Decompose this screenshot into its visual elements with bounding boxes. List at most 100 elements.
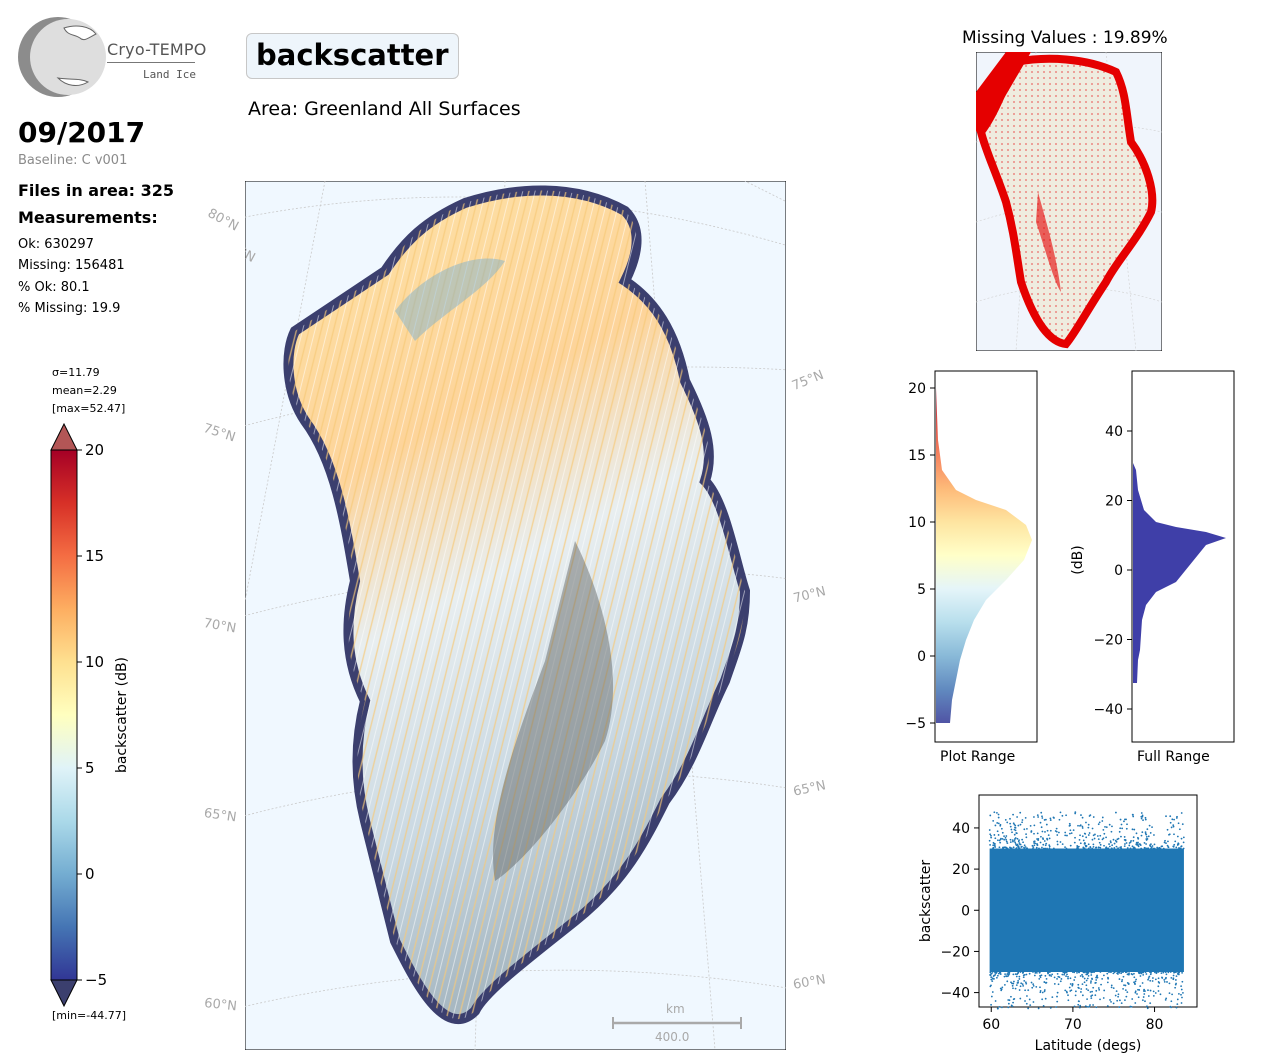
scatter-point bbox=[1112, 838, 1115, 841]
scatter-point bbox=[1040, 811, 1043, 814]
scatter-point bbox=[1127, 982, 1130, 985]
scatter-point bbox=[993, 834, 996, 836]
scatter-point bbox=[1040, 974, 1043, 977]
scatter-point bbox=[1139, 971, 1142, 974]
scatter-point bbox=[999, 973, 1002, 975]
scatter-density-core bbox=[989, 848, 1184, 973]
scatter-point bbox=[1001, 837, 1004, 840]
scatter-point bbox=[1168, 992, 1171, 995]
scatter-point bbox=[1014, 973, 1017, 976]
scatter-point bbox=[1090, 974, 1093, 976]
scatter-point bbox=[1125, 818, 1127, 821]
scatter-point bbox=[1022, 976, 1025, 979]
scatter-point bbox=[1120, 980, 1123, 983]
scatter-point bbox=[1116, 999, 1119, 1002]
files-count: Files in area: 325 bbox=[18, 181, 174, 200]
scatter-point bbox=[989, 844, 991, 846]
scatter-point bbox=[1066, 991, 1068, 994]
scatter-point bbox=[1060, 978, 1063, 980]
scatter-point bbox=[1059, 811, 1062, 814]
scatter-point bbox=[1164, 998, 1167, 1001]
scatter-point bbox=[1126, 823, 1128, 826]
scatter-point bbox=[1071, 982, 1074, 985]
scatter-point bbox=[1090, 980, 1092, 983]
scatter-point bbox=[989, 971, 992, 974]
logo-title: Cryo-TEMPO bbox=[107, 40, 207, 59]
scatter-point bbox=[1120, 846, 1123, 848]
scatter-point bbox=[1025, 833, 1027, 836]
scatter-point bbox=[1117, 971, 1119, 974]
scatter-point bbox=[1107, 847, 1110, 850]
scatter-ticks: 60 70 80 40 20 0 −20 −40 bbox=[940, 821, 1163, 1033]
scatter-point bbox=[1127, 973, 1130, 976]
scatter-point bbox=[1087, 834, 1090, 836]
scatter-point bbox=[1074, 994, 1077, 997]
scatter-point bbox=[1134, 990, 1137, 993]
scatter-point bbox=[1039, 974, 1041, 977]
scatter-point bbox=[1108, 971, 1110, 974]
scatter-point bbox=[1067, 977, 1069, 980]
scatter-point bbox=[1170, 976, 1173, 979]
scatter-point bbox=[1086, 998, 1088, 1000]
scatter-point bbox=[1112, 1002, 1115, 1005]
scatter-point bbox=[1139, 975, 1142, 977]
scatter-point bbox=[1065, 814, 1068, 817]
scatter-point bbox=[1068, 986, 1071, 989]
scatter-point bbox=[1140, 971, 1143, 974]
scatter-point bbox=[1087, 989, 1090, 992]
missing-values-map[interactable] bbox=[976, 52, 1162, 351]
scatter-point bbox=[1144, 971, 1147, 974]
scatter-point bbox=[1066, 973, 1068, 976]
missing-map-northwest-edge bbox=[976, 52, 1031, 132]
scatter-point bbox=[1174, 986, 1177, 989]
greenland-backscatter-map[interactable]: 80°N 75°N 70°N 65°N 60°N km 400.0 bbox=[245, 181, 786, 1050]
scatter-point bbox=[1137, 841, 1139, 844]
scatter-point bbox=[1145, 847, 1148, 850]
scatter-point bbox=[1076, 846, 1079, 849]
scatter-point bbox=[1020, 846, 1023, 848]
scatter-point bbox=[1025, 973, 1028, 976]
scatter-point bbox=[1029, 1004, 1032, 1007]
scatter-point bbox=[1033, 824, 1036, 827]
scatter-point bbox=[1056, 977, 1058, 980]
scatter-point bbox=[1133, 828, 1136, 831]
scatter-point bbox=[1026, 995, 1028, 997]
scatter-point bbox=[1032, 1001, 1035, 1003]
scatter-point bbox=[1019, 997, 1022, 1000]
scatter-point bbox=[1045, 982, 1047, 984]
scatter-point bbox=[1047, 971, 1050, 974]
lat-label-60-outside: 60°N bbox=[203, 996, 238, 1015]
scatter-point bbox=[1132, 836, 1135, 839]
scatter-point bbox=[1035, 985, 1038, 988]
scatter-point bbox=[1046, 847, 1048, 850]
scatter-point bbox=[1031, 986, 1034, 989]
scatter-point bbox=[1041, 998, 1044, 1001]
scatter-point bbox=[1069, 829, 1072, 832]
scatter-point bbox=[1072, 829, 1075, 832]
scatter-point bbox=[1039, 841, 1042, 844]
scatter-point bbox=[995, 972, 997, 975]
scatter-point bbox=[993, 811, 996, 814]
scatter-point bbox=[1011, 831, 1013, 834]
scatter-point bbox=[1088, 832, 1091, 834]
scatter-point bbox=[1013, 839, 1016, 842]
scatter-point bbox=[1005, 840, 1008, 843]
scatter-point bbox=[1120, 847, 1123, 850]
scatter-point bbox=[1013, 833, 1016, 836]
scatter-point bbox=[1145, 839, 1148, 841]
colorbar-min: [min=-44.77] bbox=[52, 1009, 127, 1022]
scatter-point bbox=[1122, 987, 1124, 990]
scatter-point bbox=[1148, 971, 1151, 973]
scatter-point bbox=[1076, 971, 1078, 974]
scatter-point bbox=[1007, 1006, 1010, 1009]
lat-label-75-outside: 75°N bbox=[201, 421, 238, 446]
scatter-point bbox=[1024, 816, 1027, 819]
scatter-point bbox=[1122, 975, 1125, 978]
scatter-point bbox=[1001, 986, 1004, 989]
scatter-point bbox=[1159, 847, 1162, 850]
scatter-point bbox=[996, 974, 999, 977]
scatter-point bbox=[1068, 832, 1071, 835]
scatter-point bbox=[1110, 971, 1112, 974]
scatter-point bbox=[1009, 825, 1012, 828]
scatter-point bbox=[1055, 1006, 1058, 1008]
